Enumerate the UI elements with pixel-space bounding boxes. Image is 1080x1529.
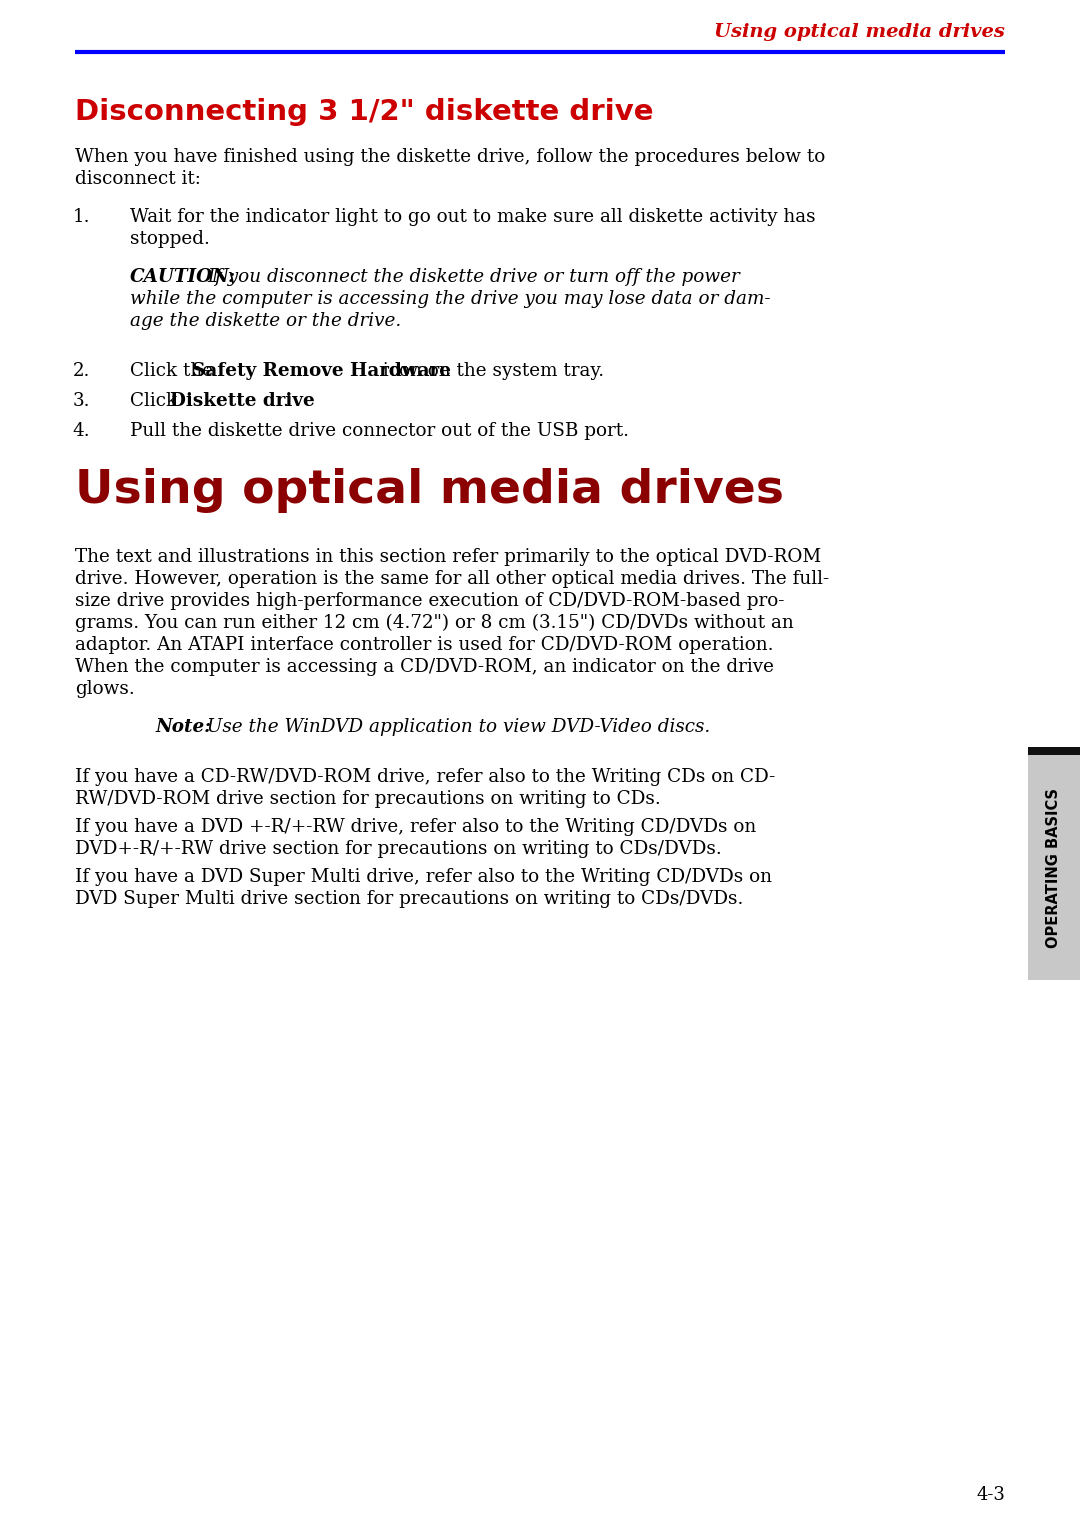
Text: size drive provides high-performance execution of CD/DVD-ROM-based pro-: size drive provides high-performance exe… [75,592,784,610]
Bar [1028,755,1080,980]
Text: Using optical media drives: Using optical media drives [75,468,784,514]
Text: 4-3: 4-3 [976,1486,1005,1505]
Text: 3.: 3. [72,391,90,410]
Text: glows.: glows. [75,680,135,699]
Text: while the computer is accessing the drive you may lose data or dam-: while the computer is accessing the driv… [130,291,771,307]
Text: 1.: 1. [72,208,90,226]
Text: If you have a DVD +-R/+-RW drive, refer also to the Writing CD/DVDs on: If you have a DVD +-R/+-RW drive, refer … [75,818,756,836]
Text: Note:: Note: [156,719,211,735]
Text: Click the: Click the [130,362,219,381]
Text: Pull the diskette drive connector out of the USB port.: Pull the diskette drive connector out of… [130,422,629,440]
Text: OPERATING BASICS: OPERATING BASICS [1047,787,1062,948]
Text: Wait for the indicator light to go out to make sure all diskette activity has: Wait for the indicator light to go out t… [130,208,815,226]
Text: Disconnecting 3 1/2" diskette drive: Disconnecting 3 1/2" diskette drive [75,98,653,125]
Text: If you have a DVD Super Multi drive, refer also to the Writing CD/DVDs on: If you have a DVD Super Multi drive, ref… [75,868,772,885]
Text: CAUTION:: CAUTION: [130,268,237,286]
Text: age the diskette or the drive.: age the diskette or the drive. [130,312,402,330]
Text: Use the WinDVD application to view DVD-Video discs.: Use the WinDVD application to view DVD-V… [201,719,711,735]
Text: stopped.: stopped. [130,229,210,248]
Text: If you have a CD-RW/DVD-ROM drive, refer also to the Writing CDs on CD-: If you have a CD-RW/DVD-ROM drive, refer… [75,768,775,786]
Text: When the computer is accessing a CD/DVD-ROM, an indicator on the drive: When the computer is accessing a CD/DVD-… [75,657,774,676]
Text: When you have finished using the diskette drive, follow the procedures below to: When you have finished using the diskett… [75,148,825,167]
Text: adaptor. An ATAPI interface controller is used for CD/DVD-ROM operation.: adaptor. An ATAPI interface controller i… [75,636,773,654]
Text: Using optical media drives: Using optical media drives [714,23,1005,41]
Text: The text and illustrations in this section refer primarily to the optical DVD-RO: The text and illustrations in this secti… [75,547,821,566]
Text: If you disconnect the diskette drive or turn off the power: If you disconnect the diskette drive or … [202,268,740,286]
Text: disconnect it:: disconnect it: [75,170,201,188]
Text: DVD Super Multi drive section for precautions on writing to CDs/DVDs.: DVD Super Multi drive section for precau… [75,890,743,908]
Text: Diskette drive: Diskette drive [170,391,314,410]
Text: 4.: 4. [72,422,90,440]
Text: grams. You can run either 12 cm (4.72") or 8 cm (3.15") CD/DVDs without an: grams. You can run either 12 cm (4.72") … [75,615,794,633]
Text: 2.: 2. [72,362,90,381]
Text: DVD+-R/+-RW drive section for precautions on writing to CDs/DVDs.: DVD+-R/+-RW drive section for precaution… [75,839,721,858]
Text: drive. However, operation is the same for all other optical media drives. The fu: drive. However, operation is the same fo… [75,570,829,589]
Text: Safety Remove Hardware: Safety Remove Hardware [192,362,451,381]
Text: Click: Click [130,391,183,410]
Text: icon on the system tray.: icon on the system tray. [377,362,604,381]
Text: .: . [282,391,288,410]
Bar [1028,748,1080,757]
Text: RW/DVD-ROM drive section for precautions on writing to CDs.: RW/DVD-ROM drive section for precautions… [75,790,661,807]
